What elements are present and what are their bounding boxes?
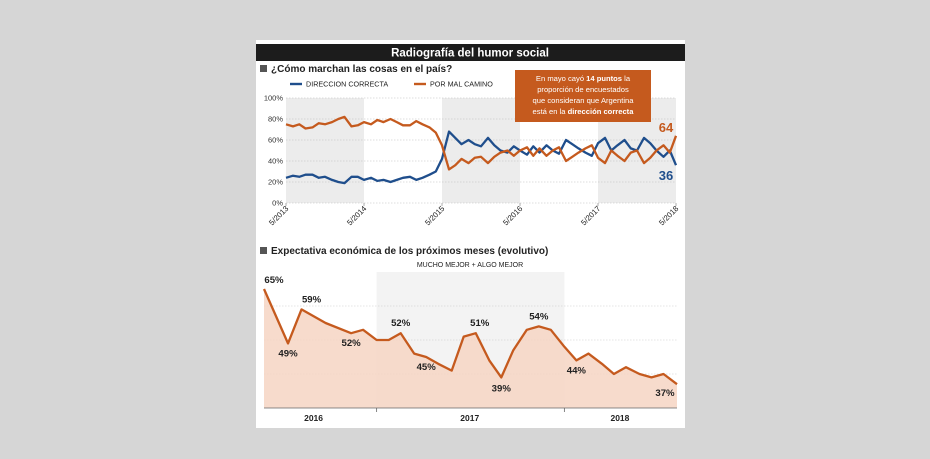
data-label: 65%: [264, 275, 284, 286]
x-tick-label: 5/2017: [579, 204, 602, 227]
annotation-text: la: [622, 74, 631, 83]
x-tick-label: 5/2016: [501, 204, 524, 227]
infographic-title: Radiografía del humor social: [391, 48, 549, 60]
annotation-line: proporción de encuestados: [537, 85, 629, 94]
section-marker-2: [260, 247, 267, 254]
year-label: 2017: [460, 413, 479, 423]
end-label-correcta: 36: [659, 168, 673, 183]
chart2-heading: Expectativa económica de los próximos me…: [271, 246, 548, 257]
chart2-subtitle: MUCHO MEJOR + ALGO MEJOR: [417, 262, 523, 269]
section-marker-1: [260, 65, 267, 72]
annotation-line: está en la dirección correcta: [533, 107, 635, 116]
data-label: 49%: [278, 348, 298, 359]
annotation-text: proporción de encuestados: [537, 85, 629, 94]
year-label: 2016: [304, 413, 323, 423]
x-tick-label: 5/2013: [267, 204, 290, 227]
chart-direction: 100% 80% 60% 40% 20% 0%5/2013 5/2014 5/2015 5/20…: [264, 70, 680, 228]
annotation-text: En mayo cayó: [536, 74, 586, 83]
y-tick-label: 80%: [268, 115, 283, 124]
annotation-text: está en la: [533, 107, 568, 116]
legend-label-0: DIRECCION CORRECTA: [306, 80, 388, 89]
x-tick-label: 5/2015: [423, 204, 447, 228]
data-label: 45%: [417, 362, 437, 373]
area-fill: [264, 289, 677, 408]
data-label: 54%: [529, 311, 549, 322]
year-band: [286, 98, 364, 203]
infographic-card: Radiografía del humor social ¿Cómo march…: [256, 40, 685, 428]
legend: DIRECCION CORRECTA POR MAL CAMINO: [290, 80, 493, 89]
legend-label-1: POR MAL CAMINO: [430, 80, 493, 89]
y-tick-label: 20%: [268, 178, 283, 187]
data-label: 52%: [342, 338, 362, 349]
annotation-text: dirección correcta: [568, 107, 635, 116]
area-line: [262, 288, 678, 386]
data-label: 37%: [655, 388, 675, 399]
data-label: 39%: [492, 383, 512, 394]
x-tick-label: 5/2014: [345, 204, 369, 228]
data-label: 51%: [470, 318, 490, 329]
chart-expectation: MUCHO MEJOR + ALGO MEJOR 2016 2017 2018 65% 4…: [262, 262, 678, 423]
end-label-mal-camino: 64: [659, 120, 674, 135]
y-tick-label: 60%: [268, 136, 283, 145]
data-label: 44%: [567, 365, 587, 376]
series-line-1: [285, 115, 678, 171]
chart1-heading: ¿Cómo marchan las cosas en el país?: [271, 64, 452, 75]
annotation-line: que consideran que Argentina: [533, 96, 635, 105]
annotation-bg: [515, 70, 651, 122]
annotation-text: que consideran que Argentina: [533, 96, 635, 105]
annotation-text: 14 puntos: [586, 74, 622, 83]
infographic-svg: Radiografía del humor social ¿Cómo march…: [256, 44, 685, 423]
y-tick-label: 0%: [272, 199, 283, 208]
annotation-box: En mayo cayó 14 puntos la proporción de e…: [515, 70, 651, 122]
y-tick-label: 100%: [264, 94, 284, 103]
data-label: 59%: [302, 294, 322, 305]
title-bar: [256, 44, 685, 61]
x-tick-label: 5/2018: [657, 204, 680, 227]
annotation-line: En mayo cayó 14 puntos la: [536, 74, 631, 83]
data-label: 52%: [391, 318, 411, 329]
y-tick-label: 40%: [268, 157, 283, 166]
year-label: 2018: [610, 413, 629, 423]
